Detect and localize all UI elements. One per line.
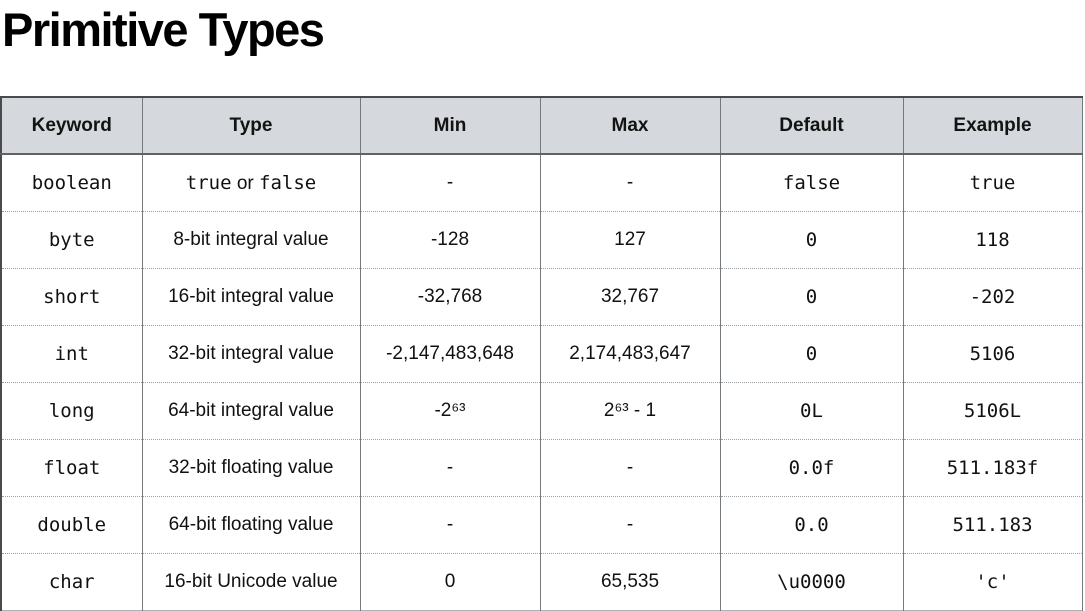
cell-byte-max: 127 [539,211,721,269]
cell-int-default: 0 [719,325,904,383]
cell-boolean-default: false [719,154,904,212]
table-row-char: char 16-bit Unicode value 0 65,535 \u0000'c' [0,553,1083,611]
cell-char-default: \u0000 [719,553,904,611]
cell-long-example: 5106L [902,382,1083,440]
cell-char-type: 16-bit Unicode value [141,553,361,611]
column-header-default: Default [719,97,904,155]
cell-int-type: 32-bit integral value [141,325,361,383]
table-row-byte: byte 8-bit integral value -128 127 0 118 [0,211,1083,269]
table-row-boolean: boolean true or false - - false true [0,154,1083,212]
cell-byte-keyword: byte [0,211,143,269]
cell-long-min: -2⁶³ [359,382,541,440]
type-code-fragment: false [259,171,317,194]
cell-short-min: -32,768 [359,268,541,326]
cell-double-keyword: double [0,496,143,554]
cell-float-default: 0.0f [719,439,904,497]
cell-short-type: 16-bit integral value [141,268,361,326]
cell-double-example: 511.183 [902,496,1083,554]
primitive-types-table-container: Keyword Type Min Max Default Example boolean t… [0,96,1083,611]
cell-boolean-example: true [902,154,1083,212]
cell-boolean-keyword: boolean [0,154,143,212]
column-header-max: Max [539,97,721,155]
table-row-int: int 32-bit integral value -2,147,483,648 2,… [0,325,1083,383]
primitive-types-table: Keyword Type Min Max Default Example boolean t… [0,96,1083,611]
cell-boolean-min: - [359,154,541,212]
table-row-long: long 64-bit integral value -2⁶³ 2⁶³ - 1 0L 51… [0,382,1083,440]
cell-long-max: 2⁶³ - 1 [539,382,721,440]
cell-long-default: 0L [719,382,904,440]
cell-short-default: 0 [719,268,904,326]
table-body: boolean true or false - - false true byte 8-bit… [0,154,1083,611]
table-row-short: short 16-bit integral value -32,768 32,767 0… [0,268,1083,326]
cell-float-min: - [359,439,541,497]
cell-short-max: 32,767 [539,268,721,326]
cell-float-max: - [539,439,721,497]
table-row-double: double 64-bit floating value - -0.0 511.183 [0,496,1083,554]
cell-double-min: - [359,496,541,554]
cell-int-min: -2,147,483,648 [359,325,541,383]
table-row-float: float 32-bit floating value - -0.0f 511.183f [0,439,1083,497]
cell-float-type: 32-bit floating value [141,439,361,497]
column-header-example: Example [902,97,1083,155]
page-title: Primitive Types [2,3,325,56]
cell-double-default: 0.0 [719,496,904,554]
cell-int-example: 5106 [902,325,1083,383]
cell-float-example: 511.183f [902,439,1083,497]
cell-short-example: -202 [902,268,1083,326]
cell-short-keyword: short [0,268,143,326]
cell-boolean-max: - [539,154,721,212]
cell-char-example: 'c' [902,553,1083,611]
cell-double-max: - [539,496,721,554]
cell-char-min: 0 [359,553,541,611]
type-code-fragment: true [185,171,232,194]
cell-byte-type: 8-bit integral value [141,211,361,269]
cell-char-keyword: char [0,553,143,611]
cell-char-max: 65,535 [539,553,721,611]
cell-boolean-type: true or false [141,154,361,212]
cell-int-max: 2,174,483,647 [539,325,721,383]
cell-byte-default: 0 [719,211,904,269]
cell-int-keyword: int [0,325,143,383]
cell-byte-min: -128 [359,211,541,269]
header-row: Keyword Type Min Max Default Example [0,97,1083,155]
cell-byte-example: 118 [902,211,1083,269]
cell-double-type: 64-bit floating value [141,496,361,554]
column-header-type: Type [141,97,361,155]
column-header-min: Min [359,97,541,155]
cell-long-type: 64-bit integral value [141,382,361,440]
cell-long-keyword: long [0,382,143,440]
cell-float-keyword: float [0,439,143,497]
type-text-fragment: or [231,172,259,194]
column-header-keyword: Keyword [0,97,143,155]
